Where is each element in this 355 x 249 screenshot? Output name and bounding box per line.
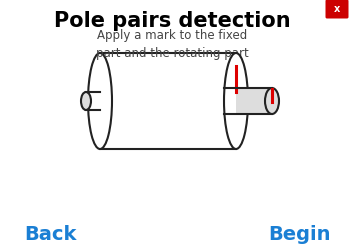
- Ellipse shape: [224, 53, 248, 149]
- Ellipse shape: [265, 88, 279, 114]
- Bar: [100, 53, 236, 149]
- Ellipse shape: [81, 92, 91, 110]
- Bar: [86, 92, 100, 110]
- Text: Apply a mark to the fixed
part and the rotating part: Apply a mark to the fixed part and the r…: [95, 28, 248, 60]
- Ellipse shape: [88, 53, 112, 149]
- Text: x: x: [334, 4, 340, 14]
- Bar: [236, 88, 272, 114]
- Text: Back: Back: [24, 225, 76, 244]
- Text: Begin: Begin: [269, 225, 331, 244]
- Text: Pole pairs detection: Pole pairs detection: [54, 11, 290, 31]
- FancyBboxPatch shape: [326, 0, 349, 18]
